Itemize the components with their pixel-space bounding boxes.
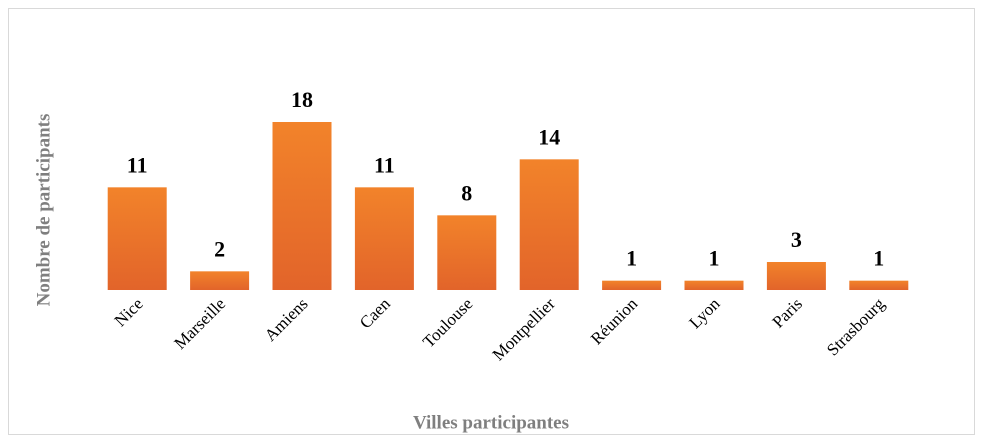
x-axis-title: Villes participantes [413,412,569,433]
value-label: 2 [214,236,225,261]
value-label: 8 [461,180,472,205]
value-label: 11 [127,152,148,177]
value-label: 18 [291,87,313,112]
bar [849,280,909,290]
bar [190,271,250,290]
bar [766,262,826,290]
bar [272,122,332,290]
value-label: 1 [709,246,720,271]
value-label: 3 [791,227,802,252]
value-label: 11 [374,152,395,177]
bar [354,187,414,290]
y-axis-title: Nombre de participants [33,114,54,307]
bar [107,187,167,290]
value-label: 1 [626,246,637,271]
bar [684,280,744,290]
bar [519,159,579,290]
bar [437,215,497,290]
value-label: 1 [873,246,884,271]
bar [602,280,662,290]
value-label: 14 [538,124,560,149]
